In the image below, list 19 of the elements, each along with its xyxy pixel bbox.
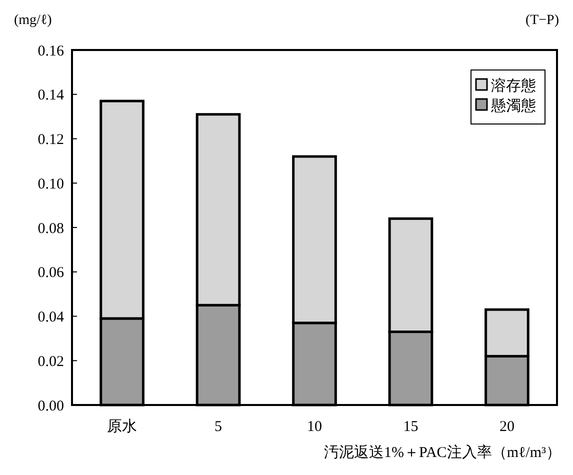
legend-label: 溶存態 — [491, 77, 536, 94]
y-tick-label: 0.16 — [38, 43, 64, 60]
x-tick-label: 15 — [403, 419, 418, 435]
y-tick-label: 0.10 — [38, 176, 64, 192]
y-tick-label: 0.08 — [38, 220, 64, 237]
y-tick-label: 0.00 — [38, 398, 64, 414]
y-tick-label: 0.14 — [38, 88, 64, 104]
text: (T−P) — [525, 13, 560, 28]
x-axis-title: 汚泥返送1%＋PAC注入率（mℓ/m³） — [324, 444, 561, 461]
x-tick-label: 原水 — [107, 418, 138, 435]
legend-label: 懸濁態 — [490, 97, 536, 114]
x-tick-label: 5 — [214, 419, 222, 435]
y-tick-label: 0.02 — [38, 354, 64, 370]
y-tick-label: 0.04 — [38, 310, 64, 326]
y-axis-title: (mg/ℓ) — [14, 13, 52, 28]
x-tick-label: 20 — [499, 419, 514, 435]
x-tick-label: 10 — [307, 419, 322, 435]
y-tick-label: 0.06 — [38, 265, 64, 282]
y-tick-label: 0.12 — [38, 132, 64, 148]
